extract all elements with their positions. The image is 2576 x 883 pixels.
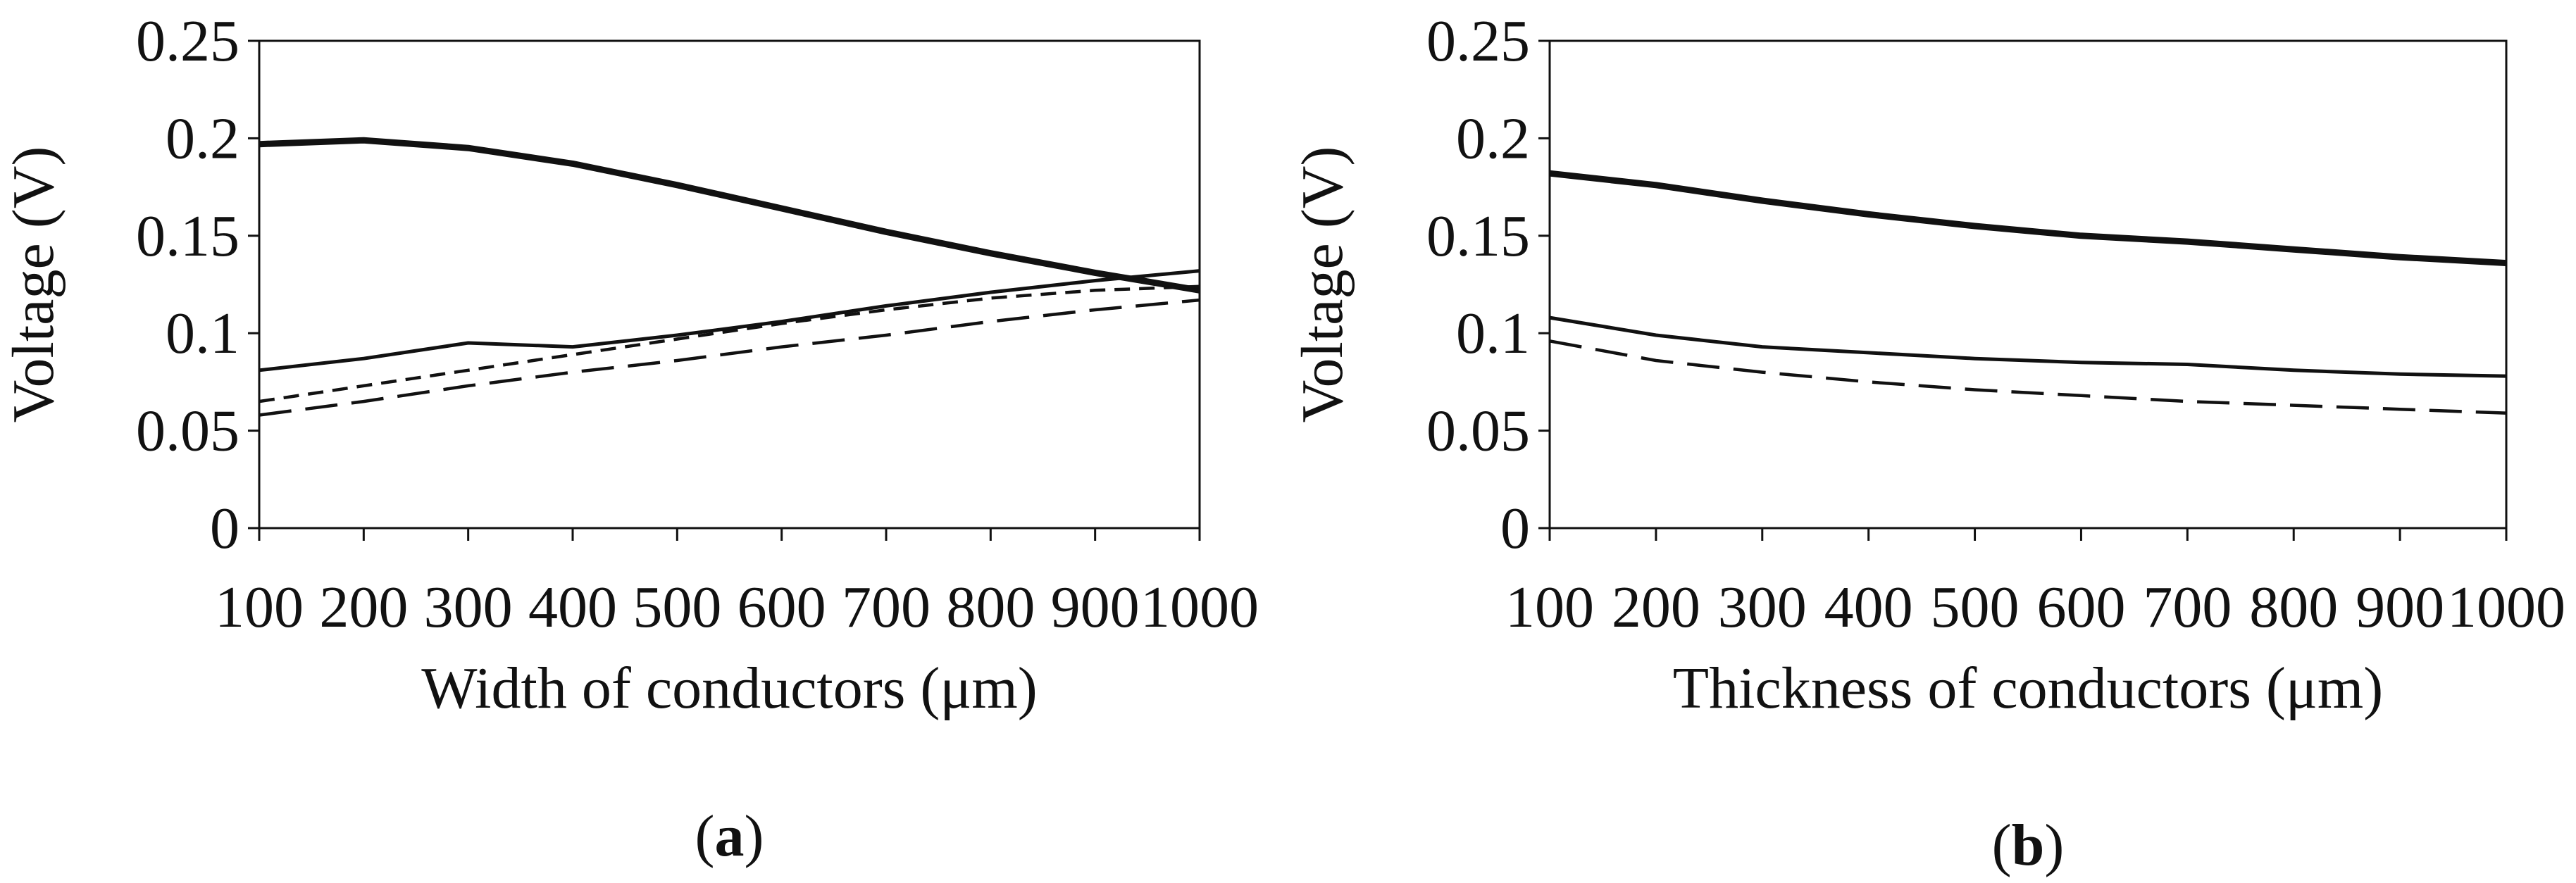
y-tick-label: 0.1 (166, 301, 239, 366)
panel-label: (a) (695, 803, 764, 869)
series-line-series-3 (1549, 339, 2507, 415)
x-tick-label: 900 (1051, 575, 1140, 640)
series-line-series-4 (259, 298, 1200, 417)
x-tick-label: 800 (946, 575, 1035, 640)
x-tick-label: 600 (738, 575, 826, 640)
series-line-series-3 (259, 284, 1200, 403)
y-axis-title: Voltage (V) (1, 146, 66, 423)
x-axis-title: Width of conductors (μm) (421, 656, 1037, 721)
y-tick-label: 0.1 (1456, 301, 1530, 366)
x-tick-label: 700 (2143, 575, 2232, 640)
x-tick-label: 200 (1612, 575, 1700, 640)
x-tick-label: 1000 (2447, 575, 2565, 640)
y-tick-label: 0.2 (166, 106, 239, 171)
x-tick-label: 400 (528, 575, 617, 640)
series-line-series-2 (259, 269, 1200, 372)
x-tick-label: 300 (1718, 575, 1807, 640)
chart-panel-b: 0 0.05 0.1 0.15 0.2 0.25 100 200 300 400 500 600 700… (1290, 8, 2565, 878)
x-tick-label: 700 (842, 575, 931, 640)
y-tick-label: 0.05 (136, 399, 239, 464)
plot-frame (258, 39, 1201, 530)
y-tick-label: 0 (1500, 496, 1530, 561)
y-tick-label: 0.25 (1426, 8, 1530, 74)
y-axis-title: Voltage (V) (1290, 146, 1355, 423)
x-tick-label: 100 (215, 575, 304, 640)
y-tick-label: 0.25 (136, 8, 239, 74)
x-tick-label: 900 (2356, 575, 2444, 640)
x-tick-label: 800 (2249, 575, 2338, 640)
y-tick-label: 0.2 (1456, 106, 1530, 171)
x-tick-label: 400 (1824, 575, 1913, 640)
y-tick-label: 0.15 (1426, 203, 1530, 269)
chart-panel-a: 0 0.05 0.1 0.15 0.2 0.25 100 200 300 400 500 600 700… (1, 8, 1259, 869)
x-tick-label: 1000 (1140, 575, 1259, 640)
series-line-series-1 (1549, 170, 2507, 267)
y-tick-label: 0.05 (1426, 399, 1530, 464)
series-line-series-1 (259, 137, 1200, 294)
x-tick-label: 500 (633, 575, 721, 640)
series-line-series-2 (1549, 315, 2507, 378)
x-tick-label: 200 (319, 575, 408, 640)
y-tick-label: 0 (210, 496, 239, 561)
x-tick-label: 500 (1931, 575, 2020, 640)
y-tick-label: 0.15 (136, 203, 239, 269)
x-tick-label: 600 (2036, 575, 2125, 640)
x-tick-label: 100 (1505, 575, 1594, 640)
panel-label: (b) (1992, 813, 2065, 878)
plot-frame (1548, 39, 2508, 530)
x-tick-label: 300 (424, 575, 513, 640)
x-axis-title: Thickness of conductors (μm) (1673, 656, 2383, 721)
